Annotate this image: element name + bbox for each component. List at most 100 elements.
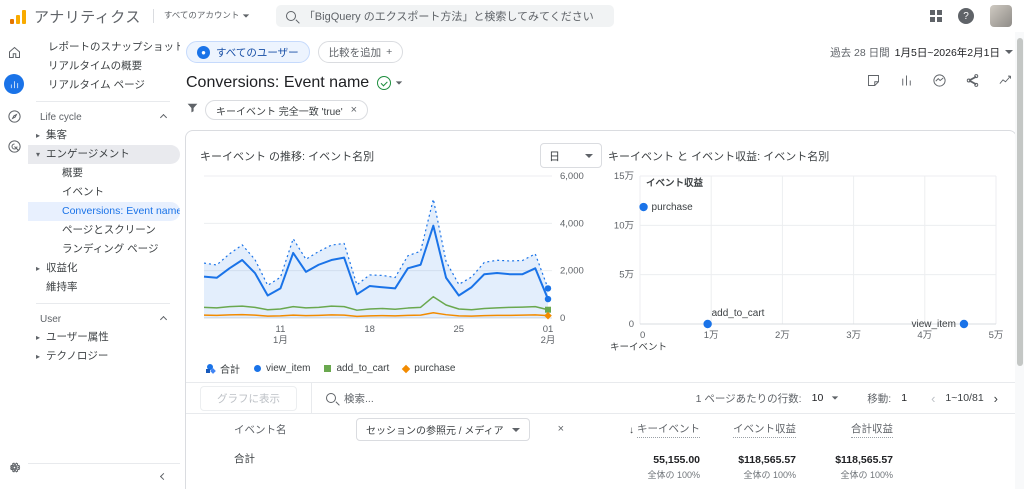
nav-retention[interactable]: 維持率 (46, 281, 78, 293)
totals-label: 合計 (234, 453, 255, 465)
app-title: アナリティクス (34, 8, 141, 26)
svg-text:0: 0 (629, 319, 634, 330)
rows-per-page-label: 1 ページあたりの行数: (695, 392, 802, 405)
line-chart-title: キーイベント の推移: イベント名別 (200, 150, 375, 163)
sparkline-icon[interactable] (998, 73, 1013, 93)
segment-chip-all-users[interactable]: ● すべてのユーザー (186, 41, 310, 63)
user-icon: ● (197, 45, 210, 59)
scrollbar-thumb[interactable] (1016, 38, 1023, 366)
add-comparison-chip[interactable]: 比較を追加 + (317, 41, 404, 63)
date-range-picker[interactable]: 過去 28 日間 1月5日~2026年2月1日 (830, 45, 1013, 60)
home-icon[interactable] (6, 44, 22, 60)
vertical-scrollbar[interactable] (1015, 32, 1024, 489)
col-event-revenue[interactable]: イベント収益 (733, 421, 802, 438)
scatter-point-purchase[interactable] (639, 202, 648, 212)
goto-page-input[interactable]: 1 (901, 392, 908, 404)
insights-icon[interactable] (932, 73, 947, 93)
col-key-events[interactable]: キーイベント (629, 421, 706, 438)
svg-text:1月: 1月 (273, 335, 288, 346)
note-icon[interactable] (866, 73, 881, 93)
chevron-up-icon (159, 315, 168, 323)
explore-icon[interactable] (6, 108, 22, 124)
svg-text:2万: 2万 (775, 330, 790, 341)
nav-realtime-overview[interactable]: リアルタイムの概要 (48, 60, 143, 72)
legend-item-purchase[interactable]: purchase (402, 363, 455, 374)
svg-text:purchase: purchase (652, 202, 694, 213)
nav-landing-pages[interactable]: ランディング ページ (62, 243, 159, 255)
col-total-revenue[interactable]: 合計収益 (851, 421, 899, 438)
search-input[interactable]: 「BigQuery のエクスポート方法」と検索してみてください (275, 5, 614, 27)
line-chart-panel: キーイベント の推移: イベント名別 日 0 2,000 4,000 6,000 11 1… (200, 143, 604, 382)
goto-label: 移動: (867, 392, 892, 405)
rows-per-page-value[interactable]: 10 (811, 392, 824, 404)
legend-item-view_item[interactable]: view_item (254, 363, 310, 374)
table-header-row: イベント名 セッションの参照元 / メディア × キーイベント イベント収益 合… (186, 413, 1016, 445)
nav-user-attributes[interactable]: ユーザー属性 (28, 328, 180, 347)
table-toolbar: グラフに表示 検索... 1 ページあたりの行数: 10 移動: 1 ‹ 1~1… (186, 382, 1016, 413)
nav-acquisition[interactable]: 集客 (28, 126, 180, 145)
legend-item-合計[interactable]: 合計 (206, 361, 240, 376)
remove-dimension-icon[interactable]: × (557, 423, 564, 435)
table-totals-row: 合計 55,155.00 全体の 100% $118,565.57 全体の 100%… (186, 445, 1016, 489)
svg-text:10万: 10万 (614, 220, 634, 231)
nav-conversions-event-name[interactable]: Conversions: Event name (28, 202, 180, 221)
share-icon[interactable] (965, 73, 980, 93)
table-search-input[interactable]: 検索... (326, 391, 374, 406)
nav-engagement-overview[interactable]: 概要 (62, 167, 83, 179)
apps-grid-icon[interactable] (930, 10, 942, 22)
compare-icon[interactable] (899, 73, 914, 93)
svg-text:11: 11 (276, 324, 286, 335)
page-range: 1~10/81 (945, 392, 984, 404)
svg-text:6,000: 6,000 (560, 171, 584, 182)
analytics-logo-icon (10, 8, 26, 24)
advertising-icon[interactable] (6, 138, 22, 154)
chevron-down-icon[interactable] (396, 81, 403, 85)
nav-events[interactable]: イベント (62, 186, 104, 198)
report-valid-icon[interactable] (377, 76, 392, 90)
avatar[interactable] (990, 5, 1012, 27)
search-icon (326, 393, 336, 403)
nav-monetization[interactable]: 収益化 (28, 259, 180, 278)
nav-collapse[interactable] (28, 463, 180, 489)
filter-chip-key-event[interactable]: キーイベント 完全一致 'true' × (205, 100, 369, 120)
chevron-down-icon (242, 14, 250, 18)
svg-text:01: 01 (543, 324, 554, 335)
scatter-chart-title: キーイベント と イベント収益: イベント名別 (608, 150, 830, 163)
account-switcher[interactable]: すべてのアカウント (152, 9, 250, 23)
svg-text:1万: 1万 (704, 330, 719, 341)
svg-text:キーイベント: キーイベント (610, 342, 667, 353)
chevron-left-icon (159, 472, 168, 481)
prev-page-button[interactable]: ‹ (931, 390, 936, 406)
chevron-down-icon (1005, 50, 1013, 54)
svg-text:25: 25 (454, 324, 465, 335)
totals-key-events: 55,155.00 全体の 100% (647, 453, 700, 480)
svg-text:5万: 5万 (989, 330, 1004, 341)
col-event-name[interactable]: イベント名 (234, 424, 287, 436)
nav-engagement[interactable]: エンゲージメント (28, 145, 180, 164)
chevron-down-icon (585, 153, 593, 158)
expand-arrow-icon (36, 259, 46, 278)
interval-select[interactable]: 日 (540, 143, 602, 168)
help-icon[interactable]: ? (958, 8, 974, 24)
svg-text:2月: 2月 (541, 335, 556, 346)
show-on-chart-button[interactable]: グラフに表示 (200, 385, 297, 411)
gear-icon[interactable] (6, 459, 22, 475)
legend-item-add_to_cart[interactable]: add_to_cart (324, 363, 389, 374)
nav-section-user[interactable]: User (28, 310, 180, 328)
nav-report-snapshot[interactable]: レポートのスナップショット (48, 41, 180, 53)
next-page-button[interactable]: › (993, 390, 998, 406)
nav-realtime-pages[interactable]: リアルタイム ページ (48, 79, 145, 91)
close-icon[interactable]: × (350, 103, 358, 116)
plus-icon: + (386, 46, 393, 58)
scatter-point-view_item[interactable] (959, 319, 969, 329)
nav-technology[interactable]: テクノロジー (28, 347, 180, 366)
secondary-dimension-select[interactable]: セッションの参照元 / メディア (356, 418, 530, 441)
nav-section-life-cycle[interactable]: Life cycle (28, 108, 180, 126)
nav-pages-screens[interactable]: ページとスクリーン (62, 224, 156, 236)
scatter-point-add_to_cart[interactable] (703, 319, 712, 329)
chevron-down-icon[interactable] (832, 396, 839, 400)
reports-icon[interactable] (4, 74, 24, 94)
totals-event-revenue: $118,565.57 全体の 100% (738, 453, 796, 480)
